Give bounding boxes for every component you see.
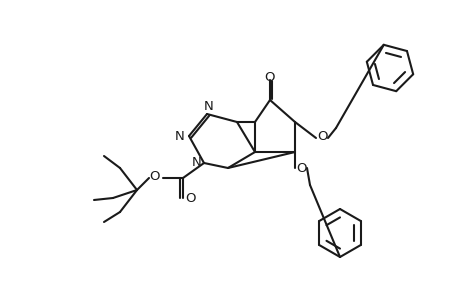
Text: N: N — [204, 100, 213, 113]
Text: O: O — [150, 170, 160, 184]
Text: O: O — [185, 191, 196, 205]
Text: N: N — [192, 157, 202, 169]
Text: O: O — [264, 70, 274, 83]
Text: N: N — [175, 130, 185, 142]
Text: O: O — [317, 130, 328, 143]
Text: O: O — [296, 163, 307, 176]
